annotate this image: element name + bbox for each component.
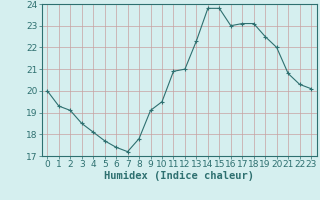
X-axis label: Humidex (Indice chaleur): Humidex (Indice chaleur) [104, 171, 254, 181]
